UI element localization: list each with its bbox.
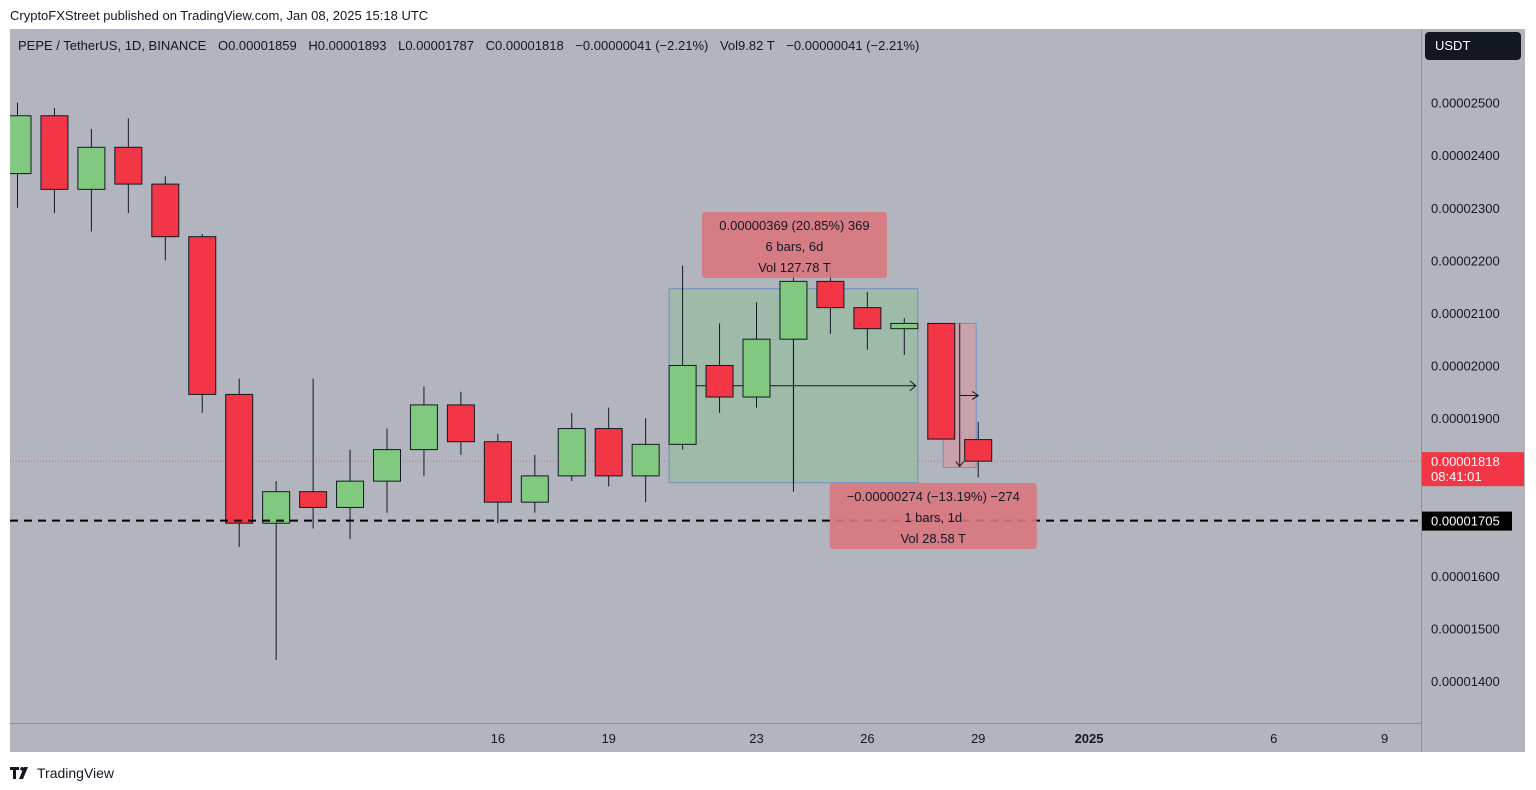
- candle-up[interactable]: [668, 364, 697, 445]
- y-tick-label: 0.00002000: [1431, 358, 1500, 373]
- y-tick-label: 0.00001600: [1431, 569, 1500, 584]
- candle-down[interactable]: [927, 322, 956, 440]
- candle-up[interactable]: [262, 491, 291, 524]
- publisher-line: CryptoFXStreet published on TradingView.…: [10, 8, 429, 23]
- footer-brand[interactable]: TradingView: [10, 763, 114, 783]
- y-tick-label: 0.00002300: [1431, 201, 1500, 216]
- candlestick-chart[interactable]: 0.00000369 (20.85%) 369 6 bars, 6d Vol 127…: [10, 29, 1525, 752]
- currency-button[interactable]: USDT: [1425, 32, 1521, 60]
- candles-group: [10, 102, 993, 660]
- y-tick-label: 0.00001400: [1431, 674, 1500, 689]
- support-price-label: 0.00001705: [1431, 514, 1500, 529]
- candle-down[interactable]: [114, 146, 143, 185]
- candle-up[interactable]: [520, 475, 549, 503]
- measure-up-label-line-2: 6 bars, 6d: [766, 239, 824, 254]
- candle-down[interactable]: [853, 307, 882, 330]
- legend-low: L0.00001787: [398, 38, 475, 53]
- measure-down-label-line-1: −0.00000274 (−13.19%) −274: [847, 489, 1020, 504]
- candle-down[interactable]: [594, 428, 623, 477]
- y-tick-label: 0.00001500: [1431, 621, 1500, 636]
- candle-up[interactable]: [10, 115, 32, 175]
- candle-down[interactable]: [483, 441, 512, 503]
- candle-down[interactable]: [816, 280, 845, 309]
- measure-down-arrow-head: [955, 461, 965, 468]
- candle-up[interactable]: [77, 146, 106, 190]
- measure-up-label-box: [701, 212, 887, 278]
- candle-down[interactable]: [964, 439, 993, 462]
- candle-up[interactable]: [779, 280, 808, 340]
- candle-up[interactable]: [742, 338, 771, 398]
- candle-up[interactable]: [890, 322, 919, 330]
- current-price-tag: [1422, 452, 1524, 487]
- candle-up[interactable]: [557, 428, 586, 477]
- candle-up[interactable]: [373, 449, 401, 482]
- y-tick-label: 0.00002100: [1431, 306, 1500, 321]
- candle-down[interactable]: [188, 236, 217, 395]
- legend-high: H0.00001893: [308, 38, 387, 53]
- x-tick-label: 29: [971, 731, 985, 746]
- candle-up[interactable]: [631, 443, 660, 477]
- ohlc-legend: PEPE / TetherUS, 1D, BINANCE O0.00001859…: [18, 38, 927, 53]
- footer-brand-label: TradingView: [37, 765, 115, 781]
- measure-down-label-line-3: Vol 28.58 T: [900, 531, 966, 546]
- candle-down[interactable]: [446, 404, 475, 443]
- x-tick-label: 6: [1270, 731, 1277, 746]
- measure-up-arrow-head: [909, 380, 917, 392]
- legend-close: C0.00001818: [485, 38, 564, 53]
- candle-up[interactable]: [409, 404, 438, 451]
- legend-volume: Vol9.82 T: [719, 38, 775, 53]
- x-tick-label: 9: [1381, 731, 1388, 746]
- countdown-label: 08:41:01: [1431, 469, 1482, 484]
- legend-change-secondary: −0.00000041 (−2.21%): [786, 38, 920, 53]
- x-tick-label: 26: [860, 731, 874, 746]
- candle-down[interactable]: [299, 491, 328, 508]
- y-tick-label: 0.00002500: [1431, 96, 1500, 111]
- x-tick-label: 2025: [1075, 731, 1104, 746]
- measure-up-label-line-1: 0.00000369 (20.85%) 369: [719, 218, 869, 233]
- candle-down[interactable]: [151, 183, 180, 238]
- candle-down[interactable]: [705, 364, 734, 398]
- legend-symbol[interactable]: PEPE / TetherUS, 1D, BINANCE: [18, 38, 207, 53]
- legend-change: −0.00000041 (−2.21%): [575, 38, 709, 53]
- x-tick-label: 23: [749, 731, 763, 746]
- tradingview-logo-icon: [10, 767, 28, 779]
- legend-open: O0.00001859: [217, 38, 297, 53]
- x-tick-label: 16: [491, 731, 505, 746]
- x-tick-label: 19: [601, 731, 615, 746]
- candle-down[interactable]: [40, 115, 69, 190]
- measure-down-label-line-2: 1 bars, 1d: [904, 510, 962, 525]
- measure-down-horizontal-arrow-head: [971, 391, 980, 400]
- measure-up-label-line-3: Vol 127.78 T: [758, 260, 831, 275]
- current-price-label: 0.00001818: [1431, 454, 1500, 469]
- chart-area[interactable]: 0.00000369 (20.85%) 369 6 bars, 6d Vol 127…: [10, 29, 1525, 752]
- y-tick-label: 0.00001900: [1431, 411, 1500, 426]
- support-price-tag: [1422, 511, 1512, 531]
- y-tick-label: 0.00002400: [1431, 148, 1500, 163]
- measure-down-label-box: [829, 483, 1037, 549]
- y-tick-label: 0.00002200: [1431, 253, 1500, 268]
- candle-up[interactable]: [336, 480, 365, 508]
- candle-down[interactable]: [225, 393, 254, 524]
